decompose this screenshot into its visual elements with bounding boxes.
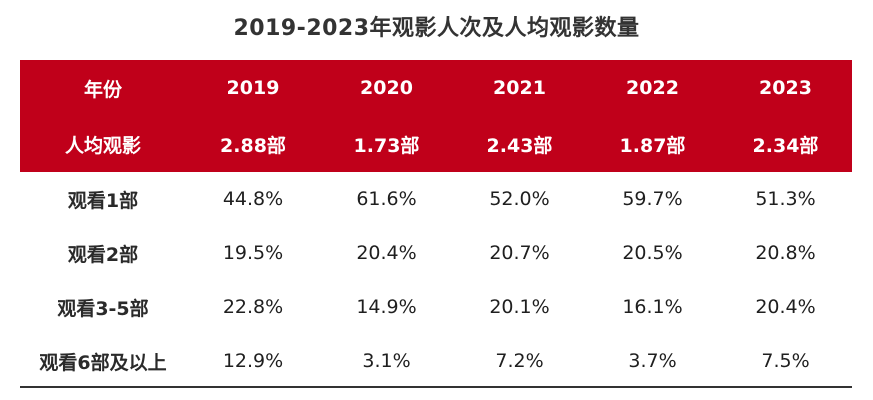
- table-cell: 7.5%: [761, 350, 810, 372]
- table-cell: 20.5%: [622, 242, 683, 264]
- table-cell: 61.6%: [356, 188, 417, 210]
- table-cell: 3.7%: [628, 350, 677, 372]
- table-cell: 44.8%: [222, 188, 284, 210]
- chart-title: 2019-2023年观影人次及人均观影数量: [233, 16, 640, 41]
- table-cell: 7.2%: [495, 350, 544, 372]
- per-capita-2021: 2.43部: [486, 134, 553, 157]
- table-cell: 22.8%: [222, 296, 284, 318]
- header-cell-2020: 2020: [360, 77, 413, 99]
- per-capita-2022: 1.87部: [619, 134, 686, 157]
- header-row-per-capita: 人均观影 2.88部 1.73部 2.43部 1.87部 2.34部: [20, 116, 852, 172]
- per-capita-2019: 2.88部: [220, 134, 286, 157]
- table-cell: 20.4%: [755, 296, 816, 318]
- header-cell-2019: 2019: [226, 77, 280, 99]
- table-cell: 59.7%: [622, 188, 683, 210]
- table-cell: 52.0%: [489, 188, 550, 210]
- table-header: 年份 2019 2020 2021 2022 2023 人均观影 2.88部 1…: [20, 60, 852, 172]
- table-body: 观看1部 44.8% 61.6% 52.0% 59.7% 51.3% 观看2部 …: [20, 172, 852, 388]
- table-row: 观看3-5部 22.8% 14.9% 20.1% 16.1% 20.4%: [20, 280, 852, 334]
- per-capita-label: 人均观影: [64, 134, 141, 157]
- table-cell: 3.1%: [362, 350, 411, 372]
- header-cell-2023: 2023: [759, 77, 812, 99]
- table-row: 观看1部 44.8% 61.6% 52.0% 59.7% 51.3%: [20, 172, 852, 226]
- table-cell: 20.4%: [356, 242, 417, 264]
- row-label: 观看1部: [67, 189, 139, 212]
- bottom-divider: [20, 386, 852, 388]
- header-cell-2021: 2021: [493, 77, 546, 99]
- table-cell: 14.9%: [356, 296, 417, 318]
- per-capita-2023: 2.34部: [752, 134, 819, 157]
- row-label: 观看3-5部: [57, 297, 149, 320]
- header-cell-2022: 2022: [626, 77, 679, 99]
- table-cell: 12.9%: [222, 350, 284, 372]
- table-cell: 20.7%: [489, 242, 550, 264]
- table-cell: 51.3%: [755, 188, 816, 210]
- table-cell: 20.8%: [755, 242, 816, 264]
- table-cell: 20.1%: [489, 296, 550, 318]
- header-cell-year-label: 年份: [83, 78, 122, 101]
- table-row: 观看6部及以上 12.9% 3.1% 7.2% 3.7% 7.5%: [20, 334, 852, 388]
- table-cell: 16.1%: [622, 296, 683, 318]
- table-row: 观看2部 19.5% 20.4% 20.7% 20.5% 20.8%: [20, 226, 852, 280]
- data-table: 年份 2019 2020 2021 2022 2023 人均观影 2.88部 1…: [20, 60, 852, 388]
- table-cell: 19.5%: [222, 242, 284, 264]
- row-label: 观看6部及以上: [39, 351, 167, 374]
- per-capita-2020: 1.73部: [353, 134, 420, 157]
- row-label: 观看2部: [67, 243, 139, 266]
- header-row-year: 年份 2019 2020 2021 2022 2023: [20, 60, 852, 116]
